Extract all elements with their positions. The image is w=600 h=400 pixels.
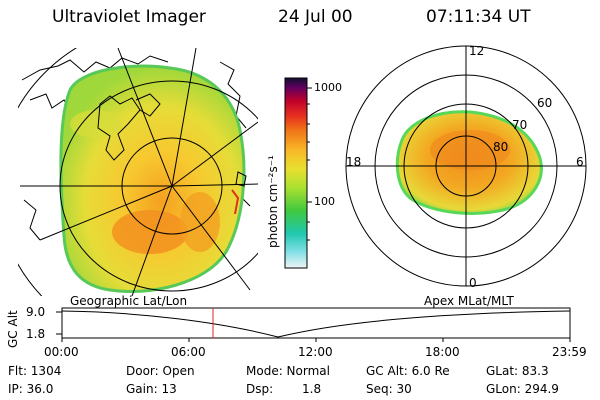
polar-label-12: 12 bbox=[469, 44, 485, 58]
polar-plot bbox=[345, 45, 587, 287]
info-door: Door: Open bbox=[126, 364, 195, 378]
info-mode: Mode: Normal bbox=[246, 364, 330, 378]
timeline-axis-label: GC Alt bbox=[6, 310, 20, 348]
polar-label-6: 6 bbox=[576, 155, 584, 169]
timeline-frame bbox=[61, 307, 571, 339]
info-dsp-label: Dsp: bbox=[246, 382, 274, 396]
gc-alt-curve bbox=[61, 310, 571, 338]
info-gain: Gain: 13 bbox=[126, 382, 177, 396]
polar-label-70: 70 bbox=[512, 118, 528, 132]
colorbar-unit-label: photon cm⁻²s⁻¹ bbox=[266, 155, 280, 248]
timeline-ymin: 1.8 bbox=[26, 327, 46, 341]
timeline-tick-1: 06:00 bbox=[171, 345, 206, 359]
timeline-right-label: Apex MLat/MLT bbox=[424, 294, 514, 308]
timeline-left-label: Geographic Lat/Lon bbox=[70, 294, 188, 308]
colorbar bbox=[284, 77, 308, 269]
instrument-title: Ultraviolet Imager bbox=[52, 7, 206, 27]
info-glon: GLon: 294.9 bbox=[486, 382, 559, 396]
timeline-tick-0: 00:00 bbox=[44, 345, 79, 359]
info-ip: IP: 36.0 bbox=[8, 382, 54, 396]
date-label: 24 Jul 00 bbox=[278, 7, 353, 27]
info-glat: GLat: 83.3 bbox=[486, 364, 549, 378]
timeline-tick-4: 23:59 bbox=[552, 345, 587, 359]
timeline-tick-2: 12:00 bbox=[298, 345, 333, 359]
polar-label-80: 80 bbox=[493, 140, 509, 154]
colorbar-tick-1000: 1000 bbox=[314, 81, 342, 94]
timeline-ymax: 9.0 bbox=[26, 305, 46, 319]
colorbar-tick-100: 100 bbox=[314, 195, 335, 208]
polar-label-60: 60 bbox=[537, 96, 553, 110]
geographic-map bbox=[18, 48, 258, 296]
polar-label-18: 18 bbox=[346, 155, 362, 169]
polar-label-0: 0 bbox=[469, 276, 477, 290]
info-gcalt: GC Alt: 6.0 Re bbox=[366, 364, 450, 378]
info-dsp-value: 1.8 bbox=[302, 382, 322, 396]
info-flt: Flt: 1304 bbox=[8, 364, 62, 378]
timeline-tick-3: 18:00 bbox=[425, 345, 460, 359]
time-label: 07:11:34 UT bbox=[426, 7, 531, 27]
info-seq: Seq: 30 bbox=[366, 382, 412, 396]
